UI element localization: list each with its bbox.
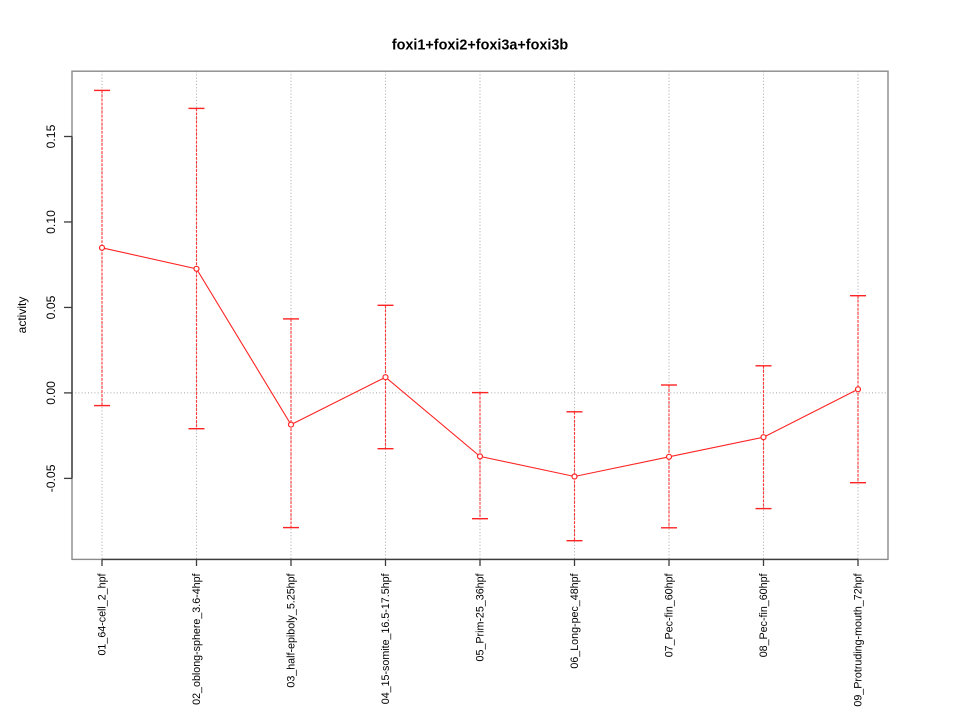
svg-text:08_Pec-fin_60hpf: 08_Pec-fin_60hpf <box>758 573 770 657</box>
svg-text:0.10: 0.10 <box>44 210 58 234</box>
svg-text:09_Protruding-mouth_72hpf: 09_Protruding-mouth_72hpf <box>853 573 865 706</box>
svg-text:0.15: 0.15 <box>44 124 58 148</box>
svg-text:foxi1+foxi2+foxi3a+foxi3b: foxi1+foxi2+foxi3a+foxi3b <box>392 38 569 54</box>
svg-text:activity: activity <box>15 297 29 334</box>
svg-text:01_64-cell_2_hpf: 01_64-cell_2_hpf <box>97 573 109 655</box>
svg-text:0.00: 0.00 <box>44 381 58 405</box>
svg-text:03_half-epiboly_5.25hpf: 03_half-epiboly_5.25hpf <box>286 573 298 687</box>
svg-text:-0.05: -0.05 <box>44 464 58 492</box>
svg-text:05_Prim-25_36hpf: 05_Prim-25_36hpf <box>475 573 487 661</box>
svg-text:06_Long-pec_48hpf: 06_Long-pec_48hpf <box>569 573 581 668</box>
svg-text:07_Pec-fin_60hpf: 07_Pec-fin_60hpf <box>664 573 676 657</box>
svg-text:04_15-somite_16.5-17.5hpf: 04_15-somite_16.5-17.5hpf <box>380 573 392 704</box>
svg-text:0.05: 0.05 <box>44 295 58 319</box>
svg-text:02_oblong-sphere_3.6-4hpf: 02_oblong-sphere_3.6-4hpf <box>191 573 203 704</box>
